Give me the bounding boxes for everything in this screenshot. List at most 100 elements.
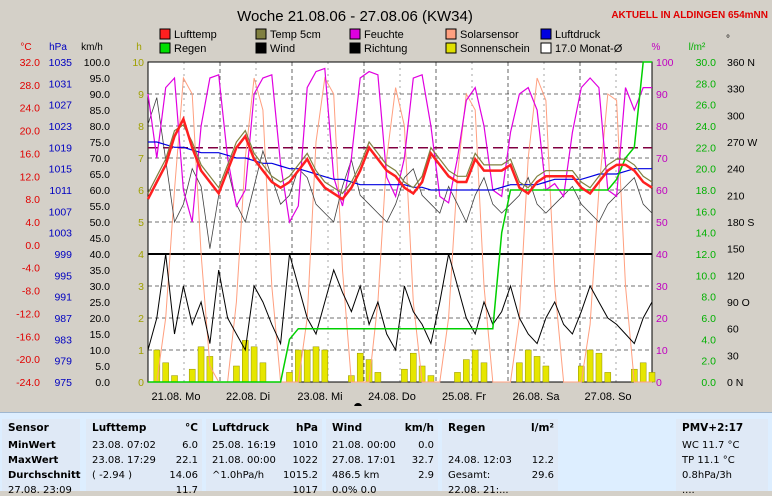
celsius-tick: -8.0	[22, 286, 40, 298]
percent-tick: 40	[656, 249, 668, 261]
rain-tick: 26.0	[696, 100, 717, 112]
direction-tick: 330	[727, 84, 745, 96]
regen-max: 12.2	[531, 455, 554, 466]
rain-tick: 8.0	[701, 292, 716, 304]
axis-unit-label: %	[652, 42, 661, 53]
sunshine-bar	[639, 362, 647, 383]
luftdruck-max: 1022	[292, 455, 318, 466]
x-tick-label: 27.08. So	[584, 391, 631, 403]
sunshine-bar	[233, 365, 240, 383]
direction-tick: 360 N	[727, 57, 755, 69]
percent-tick: 50	[656, 217, 668, 229]
legend-swatch	[255, 28, 267, 40]
legend-swatch	[255, 42, 267, 54]
legend-label: Feuchte	[364, 29, 404, 41]
wind-max: 32.7	[411, 455, 434, 466]
sunshine-bar	[197, 346, 205, 383]
wind-unit: km/h	[404, 422, 434, 434]
hpa-tick: 995	[54, 270, 72, 282]
sunshine-bar	[321, 349, 329, 383]
rain-tick: 4.0	[701, 334, 716, 346]
kmh-tick: 95.0	[90, 73, 111, 85]
sunshine-bar	[312, 346, 320, 383]
series-line-wind	[147, 253, 653, 352]
direction-tick: 210	[727, 190, 745, 202]
direction-tick: 180 S	[727, 217, 754, 229]
sunshine-bar	[356, 352, 364, 383]
x-tick-label: 25.08. Fr	[442, 391, 486, 403]
axis-unit-label: °	[726, 34, 730, 45]
celsius-tick: 32.0	[20, 57, 41, 69]
legend-swatch	[445, 28, 457, 40]
rain-tick: 24.0	[696, 121, 717, 133]
percent-tick: 90	[656, 89, 668, 101]
kmh-tick: 100.0	[84, 57, 110, 69]
hpa-tick: 1007	[49, 206, 73, 218]
celsius-tick: 4.0	[25, 217, 40, 229]
kmh-tick: 45.0	[90, 233, 111, 245]
series-line-solarsensor	[148, 76, 652, 383]
sunshine-bar	[586, 349, 594, 383]
hours-tick: 9	[138, 89, 144, 101]
legend-label: Sonnenschein	[460, 43, 530, 55]
hpa-tick: 987	[54, 313, 72, 325]
legend-label: Wind	[270, 43, 295, 55]
kmh-tick: 15.0	[90, 329, 111, 341]
regen-total: 29.6	[531, 470, 554, 481]
kmh-tick: 90.0	[90, 89, 111, 101]
axis-unit-label: hPa	[49, 42, 67, 53]
kmh-tick: 0.0	[95, 377, 110, 389]
wind-max-time: 27.08. 17:01	[332, 455, 396, 466]
rain-tick: 16.0	[696, 206, 717, 218]
direction-tick: 60	[727, 324, 739, 336]
legend-label: Luftdruck	[555, 29, 601, 41]
hpa-tick: 1023	[49, 121, 73, 133]
axis-unit-label: °C	[20, 42, 31, 53]
regen-total-label: Gesamt:	[448, 470, 491, 481]
celsius-tick: -24.0	[16, 377, 40, 389]
hours-tick: 2	[138, 313, 144, 325]
x-tick-label: 21.08. Mo	[152, 391, 201, 403]
pmv-pressure-trend: 0.8hPa/3h	[682, 470, 733, 481]
hours-tick: 0	[138, 377, 144, 389]
chart-title: Woche 21.08.06 - 27.08.06 (KW34)	[237, 8, 473, 25]
hours-tick: 4	[138, 249, 144, 261]
legend-swatch	[540, 42, 552, 54]
kmh-tick: 60.0	[90, 185, 111, 197]
rain-tick: 14.0	[696, 228, 717, 240]
sunshine-bar	[259, 362, 267, 383]
direction-tick: 300	[727, 110, 745, 122]
regen-max-time: 24.08. 12:03	[448, 455, 512, 466]
sunshine-bar	[250, 346, 258, 383]
sunshine-bar	[648, 372, 656, 383]
wind-current: 0.0% 0.0	[332, 485, 377, 496]
pmv-dewpoint: TP 11.1 °C	[682, 455, 735, 466]
luftdruck-min-time: 25.08. 16:19	[212, 440, 276, 451]
wind-avg: 2.9	[418, 470, 434, 481]
percent-tick: 80	[656, 121, 668, 133]
percent-tick: 100	[656, 57, 674, 69]
series-line-temp-5cm	[147, 124, 653, 195]
legend-label: Solarsensor	[460, 29, 519, 41]
regen-column: Regen l/m² 24.08. 12:03 12.2 Gesamt: 29.…	[442, 419, 558, 496]
lufttemp-header: Lufttemp	[92, 422, 147, 434]
lufttemp-current: 11.7	[175, 485, 198, 496]
sunshine-bar	[171, 375, 178, 383]
legend-label: Regen	[174, 43, 206, 55]
hpa-tick: 1019	[49, 142, 73, 154]
weather-chart: Woche 21.08.06 - 27.08.06 (KW34) AKTUELL …	[16, 8, 768, 406]
luftdruck-unit: hPa	[296, 422, 318, 434]
kmh-tick: 55.0	[90, 201, 111, 213]
rain-tick: 20.0	[696, 164, 717, 176]
rain-tick: 2.0	[701, 356, 716, 368]
sunshine-bar	[533, 356, 541, 383]
celsius-tick: 20.0	[20, 126, 41, 138]
kmh-tick: 40.0	[90, 249, 111, 261]
row-label: MaxWert	[8, 455, 59, 466]
luftdruck-avg: 1015.2	[283, 470, 318, 481]
axis-unit-label: km/h	[81, 42, 103, 53]
sunshine-bar	[374, 372, 382, 383]
sunshine-bar	[410, 352, 417, 383]
sunshine-bar	[471, 349, 479, 383]
hpa-tick: 975	[54, 377, 72, 389]
